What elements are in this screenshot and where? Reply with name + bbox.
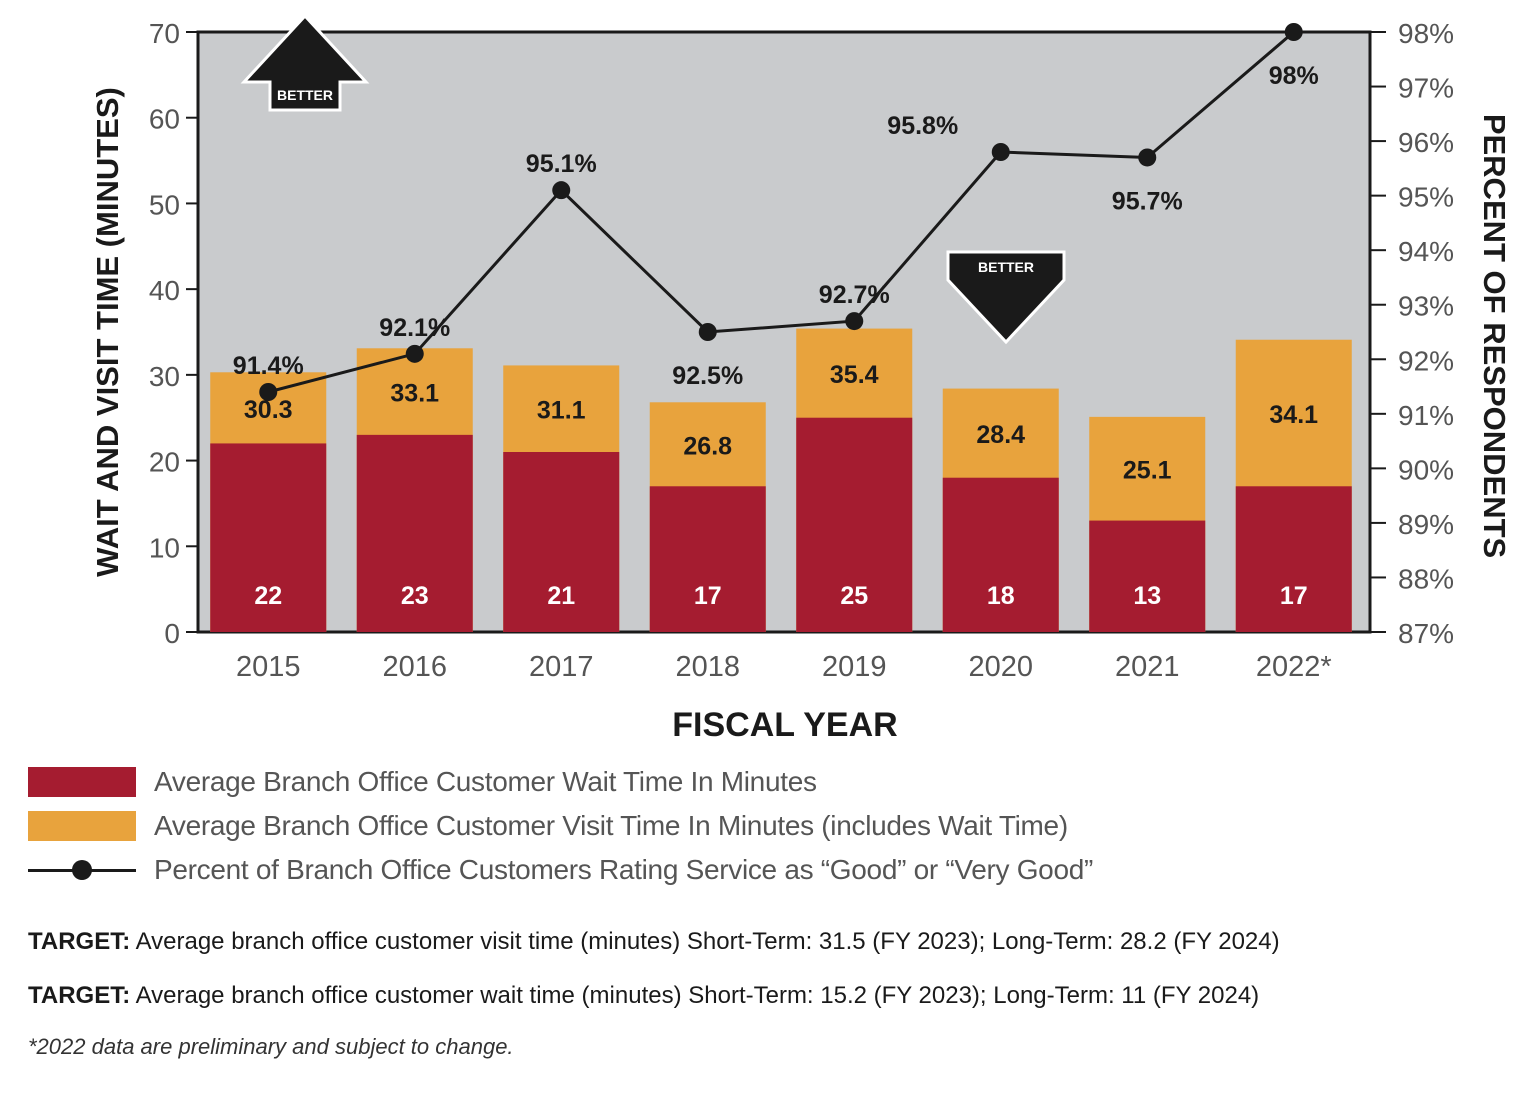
bar-label-wait: 13 xyxy=(1133,582,1161,610)
y2-tick-label: 87% xyxy=(1398,618,1454,649)
rating-label: 92.7% xyxy=(819,281,890,309)
footnote: *2022 data are preliminary and subject t… xyxy=(28,1034,514,1059)
rating-label: 95.7% xyxy=(1112,187,1183,215)
y2-tick-label: 96% xyxy=(1398,127,1454,158)
rating-label: 98% xyxy=(1269,62,1319,90)
y2-tick-label: 98% xyxy=(1398,18,1454,49)
bar-label-visit: 28.4 xyxy=(976,421,1025,449)
legend-swatch-visit xyxy=(28,811,136,841)
x-tick-label: 2016 xyxy=(382,651,447,683)
bar-label-wait: 21 xyxy=(547,582,575,610)
bar-label-visit: 26.8 xyxy=(683,432,732,460)
y2-axis-title: PERCENT OF RESPONDENTS xyxy=(1477,114,1512,558)
bar-wait xyxy=(356,434,473,632)
y2-tick-label: 97% xyxy=(1398,73,1454,104)
target-label: TARGET: xyxy=(28,982,131,1009)
rating-point xyxy=(259,383,278,401)
bar-label-visit: 33.1 xyxy=(390,380,439,408)
better-up-arrow-icon xyxy=(240,13,370,112)
rating-label: 95.8% xyxy=(887,112,958,140)
x-tick-label: 2019 xyxy=(822,651,887,683)
target-visit: TARGET: Average branch office customer v… xyxy=(28,922,1280,976)
better-down-arrow-icon xyxy=(946,250,1066,345)
y-tick-label: 60 xyxy=(149,104,180,135)
rating-point xyxy=(552,181,571,200)
targets: TARGET: Average branch office customer v… xyxy=(28,922,1280,1030)
bar-wait xyxy=(210,443,327,632)
legend: Average Branch Office Customer Wait Time… xyxy=(28,760,1093,892)
y2-tick-label: 92% xyxy=(1398,345,1454,376)
bar-label-visit: 25.1 xyxy=(1123,457,1172,485)
y-tick-label: 50 xyxy=(149,189,180,220)
legend-swatch-rating xyxy=(28,855,136,885)
x-axis-title: FISCAL YEAR xyxy=(672,706,897,744)
rating-point xyxy=(405,344,424,363)
better-up-label: BETTER xyxy=(277,87,333,103)
y-tick-label: 20 xyxy=(149,447,180,478)
y-tick-label: 30 xyxy=(149,361,180,392)
rating-label: 91.4% xyxy=(233,352,304,380)
y2-tick-label: 91% xyxy=(1398,400,1454,431)
y2-tick-label: 93% xyxy=(1398,291,1454,322)
x-tick-label: 2018 xyxy=(675,651,740,683)
rating-point xyxy=(698,323,717,341)
target-text: Average branch office customer visit tim… xyxy=(135,928,1280,955)
y-tick-label: 70 xyxy=(149,18,180,49)
bar-wait xyxy=(1089,520,1206,632)
rating-label: 92.5% xyxy=(672,362,743,390)
bar-label-visit: 35.4 xyxy=(830,361,879,389)
y-tick-label: 40 xyxy=(149,275,180,306)
bar-wait xyxy=(796,417,913,632)
x-tick-label: 2015 xyxy=(236,651,301,683)
bar-wait xyxy=(942,477,1059,632)
target-text: Average branch office customer wait time… xyxy=(135,982,1260,1009)
y-tick-label: 10 xyxy=(149,532,180,563)
x-tick-label: 2021 xyxy=(1115,651,1180,683)
bar-label-wait: 17 xyxy=(694,582,722,610)
rating-point xyxy=(1284,23,1303,41)
bar-label-visit: 31.1 xyxy=(537,397,586,425)
legend-label-visit: Average Branch Office Customer Visit Tim… xyxy=(154,810,1068,841)
x-tick-label: 2017 xyxy=(529,651,594,683)
bar-label-wait: 18 xyxy=(987,582,1015,610)
x-tick-label: 2022* xyxy=(1256,651,1332,683)
legend-label-rating: Percent of Branch Office Customers Ratin… xyxy=(154,854,1094,885)
bar-label-wait: 23 xyxy=(401,582,429,610)
legend-swatch-wait xyxy=(28,767,136,797)
x-tick-label: 2020 xyxy=(968,651,1033,683)
rating-point xyxy=(845,312,864,331)
legend-item-wait: Average Branch Office Customer Wait Time… xyxy=(28,760,1093,804)
target-wait: TARGET: Average branch office customer w… xyxy=(28,976,1280,1030)
bar-wait xyxy=(1235,486,1352,632)
rating-line xyxy=(267,30,1295,394)
y-tick-label: 0 xyxy=(164,618,180,649)
rating-point xyxy=(991,143,1010,161)
combo-chart: 0 10 20 30 40 50 60 70 87% 88% 89% 90% 91% 92% 93% 94% 9… xyxy=(90,13,1512,744)
bar-label-visit: 34.1 xyxy=(1269,401,1318,429)
y2-tick-label: 88% xyxy=(1398,563,1454,594)
bar-label-wait: 17 xyxy=(1280,582,1308,610)
rating-label: 95.1% xyxy=(526,150,597,178)
target-label: TARGET: xyxy=(28,928,131,955)
bar-label-wait: 25 xyxy=(840,582,868,610)
y2-tick-label: 90% xyxy=(1398,454,1454,485)
y2-tick-label: 94% xyxy=(1398,236,1454,267)
legend-item-rating: Percent of Branch Office Customers Ratin… xyxy=(28,848,1093,892)
rating-point xyxy=(1138,148,1157,167)
legend-label-wait: Average Branch Office Customer Wait Time… xyxy=(154,766,817,797)
bar-wait xyxy=(649,486,766,632)
bar-label-wait: 22 xyxy=(254,582,282,610)
bar-wait xyxy=(503,452,620,632)
rating-label: 92.1% xyxy=(379,314,450,342)
legend-item-visit: Average Branch Office Customer Visit Tim… xyxy=(28,804,1093,848)
y2-tick-label: 95% xyxy=(1398,182,1454,213)
y-axis-title: WAIT AND VISIT TIME (MINUTES) xyxy=(90,87,125,577)
better-down-label: BETTER xyxy=(978,259,1034,275)
y2-tick-label: 89% xyxy=(1398,509,1454,540)
